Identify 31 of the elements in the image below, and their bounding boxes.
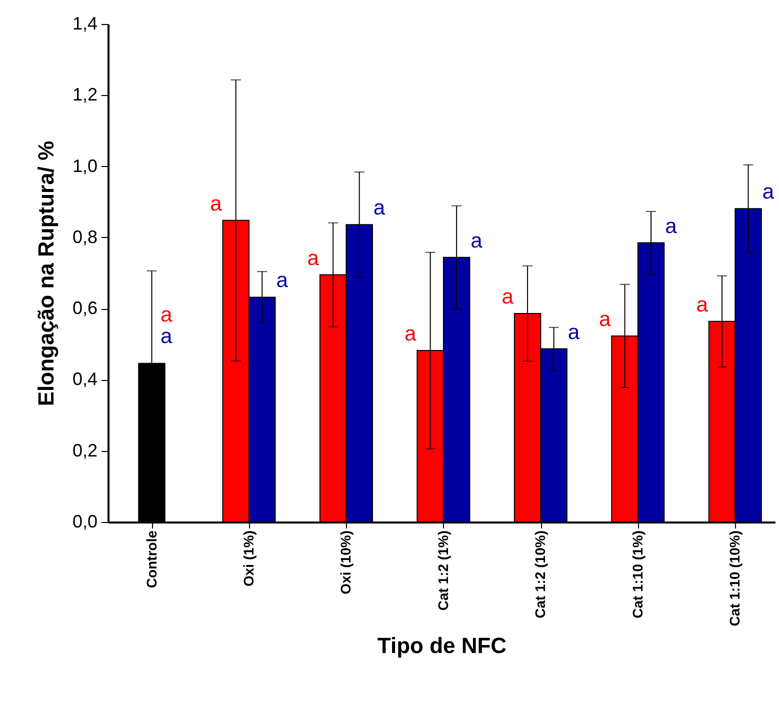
y-tick-label: 1,2 xyxy=(72,84,98,105)
x-tick-label: Cat 1:2 (1%) xyxy=(434,530,451,611)
data-label: a xyxy=(502,286,514,309)
x-axis-title: Tipo de NFC xyxy=(377,633,507,658)
data-label: a xyxy=(568,320,580,344)
y-tick-label: 0,2 xyxy=(72,440,98,460)
data-label: a xyxy=(665,214,678,238)
y-tick-label: 0,4 xyxy=(72,369,98,390)
x-tick-label: Cat 1:2 (10%) xyxy=(532,530,548,618)
y-tick-label: 1,0 xyxy=(72,156,98,176)
data-label: a xyxy=(696,293,708,316)
data-label: a xyxy=(404,322,417,346)
y-tick-label: 0,0 xyxy=(72,512,98,532)
y-tick-label: 0,8 xyxy=(72,226,98,247)
x-tick-label: Controle xyxy=(143,530,160,588)
y-tick-label: 0,6 xyxy=(72,298,98,318)
x-tick-label: Cat 1:10 (1%) xyxy=(629,530,646,618)
data-label: a xyxy=(210,192,222,216)
y-axis-title: Elongação na Ruptura/ % xyxy=(33,140,58,406)
annotation: a xyxy=(160,325,172,348)
data-label: a xyxy=(762,180,774,204)
data-label: a xyxy=(276,269,288,292)
data-label: a xyxy=(373,196,386,220)
x-tick-label: Oxi (1%) xyxy=(240,530,256,587)
x-tick-label: Oxi (10%) xyxy=(338,530,354,594)
data-label: a xyxy=(470,229,483,252)
x-tick-label: Cat 1:10 (10%) xyxy=(726,530,743,626)
data-label: a xyxy=(599,308,612,331)
data-label: a xyxy=(307,246,320,270)
y-tick-label: 1,4 xyxy=(72,14,98,34)
annotation: a xyxy=(160,304,172,327)
